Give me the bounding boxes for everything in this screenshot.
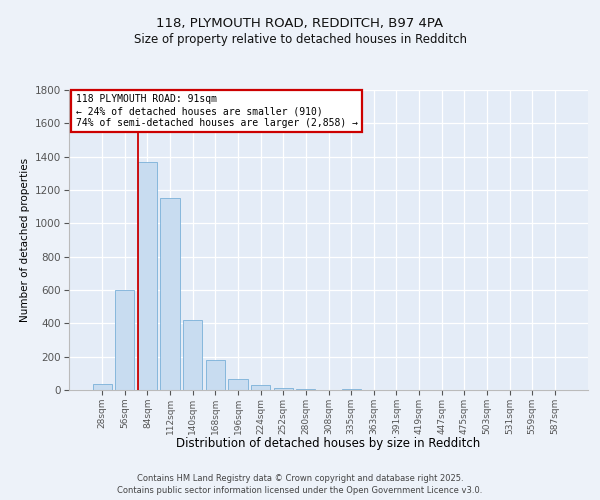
X-axis label: Distribution of detached houses by size in Redditch: Distribution of detached houses by size … [176, 437, 481, 450]
Bar [160, 198, 180, 390]
Bar [341, 389, 361, 390]
Bar [274, 388, 293, 390]
Bar [115, 290, 134, 390]
Bar [296, 389, 316, 390]
Bar [251, 385, 270, 390]
Text: Contains HM Land Registry data © Crown copyright and database right 2025.
Contai: Contains HM Land Registry data © Crown c… [118, 474, 482, 495]
Y-axis label: Number of detached properties: Number of detached properties [20, 158, 29, 322]
Bar [206, 360, 225, 390]
Text: 118 PLYMOUTH ROAD: 91sqm
← 24% of detached houses are smaller (910)
74% of semi-: 118 PLYMOUTH ROAD: 91sqm ← 24% of detach… [76, 94, 358, 128]
Bar [229, 379, 248, 390]
Text: 118, PLYMOUTH ROAD, REDDITCH, B97 4PA: 118, PLYMOUTH ROAD, REDDITCH, B97 4PA [157, 18, 443, 30]
Bar [138, 162, 157, 390]
Bar [92, 384, 112, 390]
Bar [183, 320, 202, 390]
Text: Size of property relative to detached houses in Redditch: Size of property relative to detached ho… [133, 32, 467, 46]
